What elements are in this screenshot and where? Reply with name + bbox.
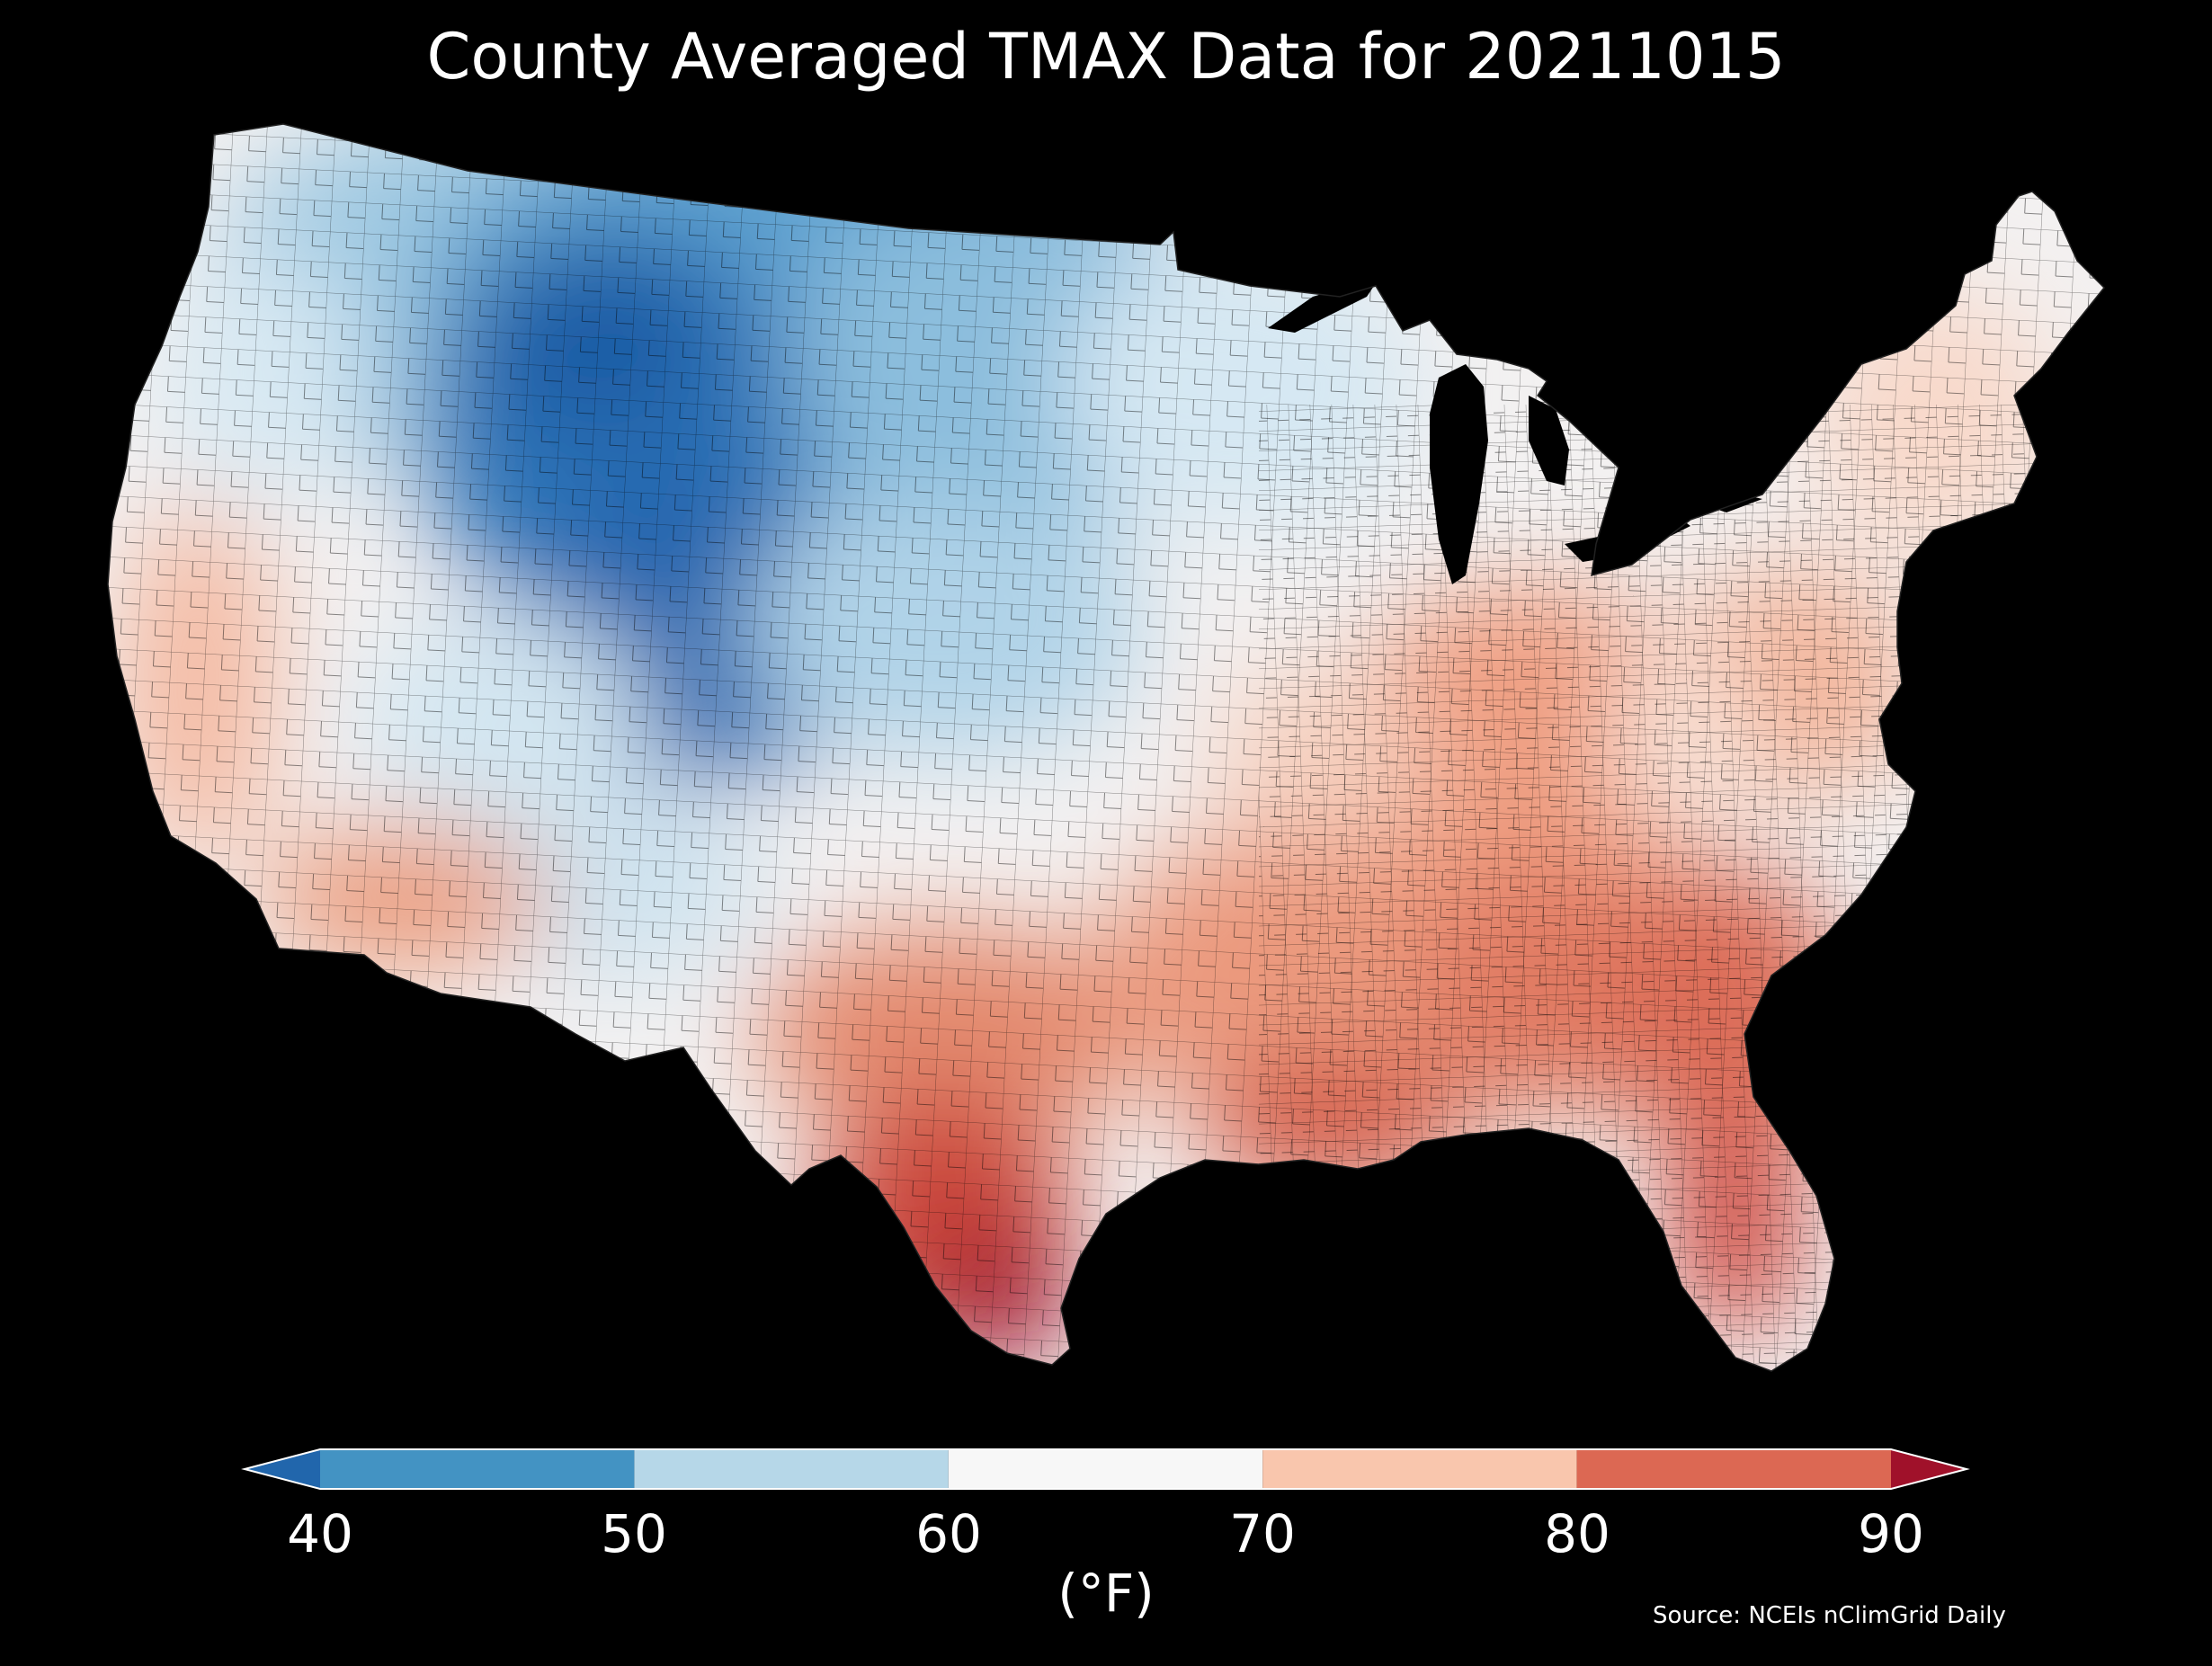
colorbar-tick-80: 80: [1544, 1503, 1610, 1564]
colorbar-extend-high: [1891, 1449, 1967, 1489]
colorbar-outline: [241, 1448, 1970, 1490]
colorbar-bin-60-70: [948, 1449, 1263, 1489]
map-title: County Averaged TMAX Data for 20211015: [426, 20, 1786, 94]
colorbar-tick-50: 50: [601, 1503, 667, 1564]
colorbar-bin-50-60: [634, 1449, 949, 1489]
colorbar-bin-40-50: [320, 1449, 635, 1489]
us-outline: [107, 123, 2106, 1372]
colorbar-extend-low: [245, 1449, 320, 1489]
colorbar-tick-90: 90: [1858, 1503, 1924, 1564]
colorbar-bin-80-90: [1576, 1449, 1891, 1489]
colorbar-tick-70: 70: [1229, 1503, 1296, 1564]
source-credit: Source: NCEIs nClimGrid Daily: [1653, 1602, 2006, 1629]
colorbar-tick-60: 60: [915, 1503, 982, 1564]
colorbar-tick-40: 40: [287, 1503, 353, 1564]
great-lakes: [1268, 283, 1762, 584]
colorbar-bins: [241, 1448, 1970, 1490]
colorbar-unit-label: (°F): [1057, 1563, 1155, 1624]
colorbar-bin-70-80: [1262, 1449, 1577, 1489]
